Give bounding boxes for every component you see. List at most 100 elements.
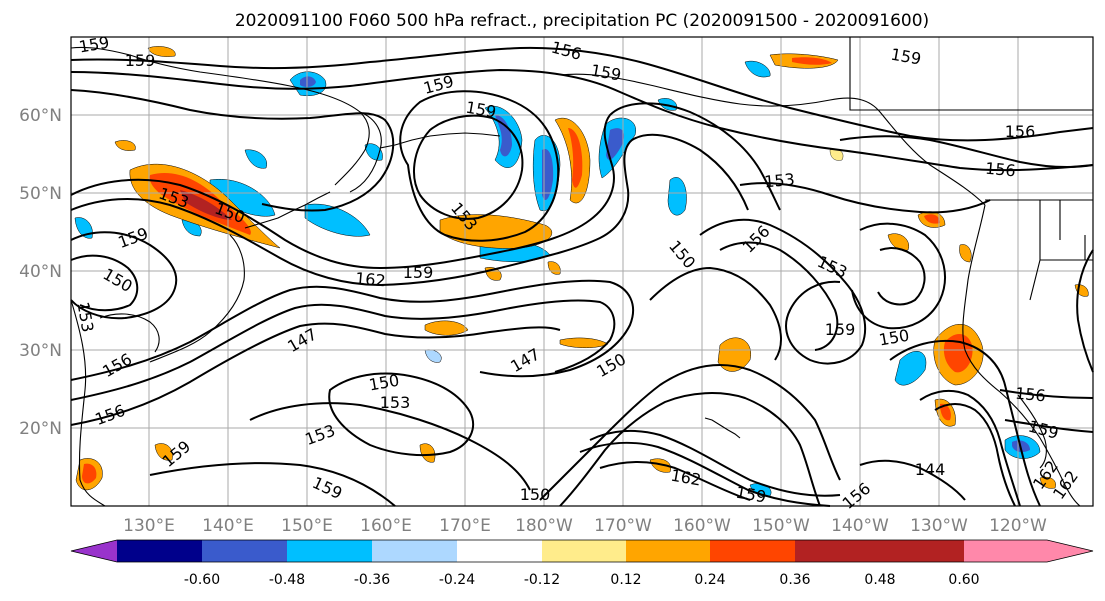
- negative-patch: [667, 177, 687, 216]
- japan-coastline: [149, 234, 245, 363]
- colorbar-tick-label: 0.36: [779, 572, 810, 588]
- lon-label: 160°W: [673, 516, 731, 536]
- china-coastline: [70, 299, 106, 507]
- contour-line: [399, 90, 560, 242]
- positive-patch: [82, 463, 97, 484]
- aleutian-islands: [379, 132, 501, 149]
- colorbar-tick-label: 0.60: [948, 572, 979, 588]
- lat-label: 20°N: [19, 419, 62, 439]
- colorbar-bin: [202, 540, 287, 562]
- figure-title: 2020091100 F060 500 hPa refract., precip…: [235, 11, 929, 31]
- contour-line: [999, 389, 1094, 399]
- contour-label: 156: [1005, 122, 1036, 141]
- contour-label: 159: [403, 263, 434, 282]
- negative-patch: [300, 76, 316, 87]
- positive-patch: [940, 403, 951, 421]
- contour-line: [249, 402, 531, 491]
- contour-line: [413, 114, 524, 220]
- baja-coastline: [1017, 394, 1047, 469]
- colorbar-bin: [710, 540, 795, 562]
- negative-patch: [744, 60, 771, 78]
- positive-patch: [568, 128, 583, 188]
- positive-patch: [114, 140, 136, 151]
- contour-label: 159: [125, 51, 156, 70]
- positive-patch: [559, 337, 609, 348]
- latitude-labels: 60°N 50°N 40°N 30°N 20°N: [19, 106, 62, 439]
- lon-label: 140°W: [831, 516, 889, 536]
- contour-line: [877, 247, 926, 306]
- colorbar-bin: [457, 540, 542, 562]
- contour-line: [859, 459, 966, 501]
- contour-line: [589, 429, 841, 497]
- colorbar-bin: [542, 540, 626, 562]
- contour-line: [70, 89, 395, 212]
- colorbar-bin: [287, 540, 372, 562]
- lat-label: 50°N: [19, 184, 62, 204]
- colorbar-outline: [70, 539, 1094, 563]
- contour-line: [699, 218, 867, 365]
- kuril-islands: [244, 191, 331, 229]
- contour-line: [70, 68, 1094, 172]
- canada-border: [849, 37, 1093, 111]
- colorbar-bin: [626, 540, 710, 562]
- contour-line: [719, 241, 839, 351]
- positive-patch: [154, 443, 173, 461]
- colorbar: -0.60 -0.48 -0.36 -0.24 -0.12 0.12 0.24 …: [70, 539, 1094, 588]
- contour-label: 144: [915, 460, 946, 479]
- colorbar-tick-label: -0.36: [354, 572, 390, 588]
- negative-patch: [244, 149, 268, 169]
- asia-coastline: [70, 46, 370, 186]
- positive-patch: [887, 233, 910, 251]
- contour-line: [70, 322, 561, 426]
- contour-label: 153: [380, 393, 411, 412]
- positive-patch: [180, 190, 232, 220]
- korea-coastline: [99, 313, 160, 353]
- contour-line: [1004, 419, 1094, 433]
- positive-patch: [649, 458, 672, 473]
- negative-patch: [542, 149, 554, 200]
- contour-label: 156: [1014, 384, 1046, 406]
- colorbar-tick-label: -0.12: [524, 572, 560, 588]
- alaska-coastline: [559, 73, 986, 206]
- contour-label: 150: [520, 485, 551, 504]
- negative-patch: [304, 203, 371, 237]
- colorbar-tick-label: -0.48: [269, 572, 305, 588]
- contour-line: [579, 441, 831, 507]
- contour-line: [839, 135, 1094, 168]
- contour-line: [919, 389, 1021, 507]
- contour-line: [328, 372, 475, 457]
- colorbar-under-extension: [71, 540, 117, 562]
- positive-patch: [1039, 476, 1056, 489]
- north-america-coastline: [962, 204, 1081, 507]
- lon-label: 180°W: [515, 516, 573, 536]
- colorbar-ticks: -0.60 -0.48 -0.36 -0.24 -0.12 0.12 0.24 …: [184, 572, 980, 588]
- lon-label: 170°E: [439, 516, 491, 536]
- contour-line: [934, 403, 1016, 507]
- lon-label: 160°E: [360, 516, 412, 536]
- contour-label: 162: [354, 269, 386, 291]
- positive-patch: [717, 337, 752, 372]
- contour-label: 156: [984, 159, 1016, 181]
- colorbar-bin: [795, 540, 880, 562]
- contour-line: [70, 279, 635, 381]
- contour-line: [149, 462, 396, 507]
- contour-line: [739, 182, 991, 214]
- contour-label: 159: [825, 320, 856, 339]
- contour-line: [889, 339, 1041, 507]
- lon-label: 120°W: [989, 516, 1047, 536]
- lon-label: 170°W: [594, 516, 652, 536]
- negative-patch: [894, 351, 927, 386]
- lon-label: 140°E: [202, 516, 254, 536]
- contour-line: [70, 133, 749, 287]
- lon-label: 130°E: [123, 516, 175, 536]
- us-state-borders: [1029, 200, 1093, 301]
- lon-label: 150°W: [752, 516, 810, 536]
- contour-lines: [70, 46, 1094, 507]
- longitude-labels: 130°E 140°E 150°E 160°E 170°E 180°W 170°…: [123, 516, 1047, 536]
- contour-line: [70, 299, 616, 401]
- colorbar-bin: [117, 540, 202, 562]
- contour-line: [70, 102, 781, 270]
- contour-line: [70, 254, 139, 312]
- colorbar-tick-label: 0.24: [694, 572, 725, 588]
- lat-label: 30°N: [19, 341, 62, 361]
